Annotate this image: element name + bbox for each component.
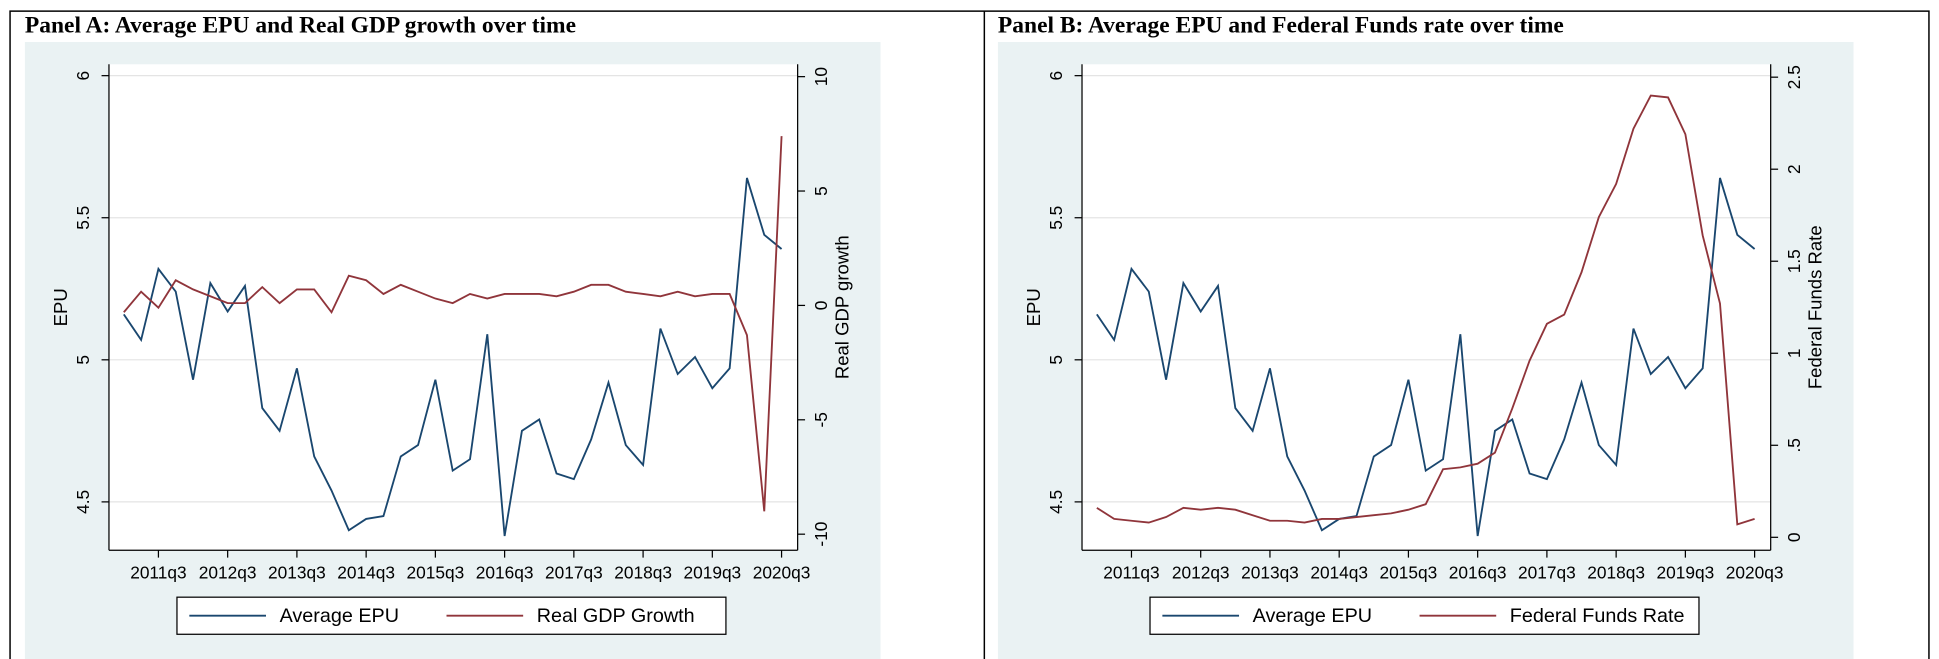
legend-label: Real GDP Growth [537,605,695,627]
x-tick-label: 2015q3 [407,562,465,582]
x-tick-label: 2013q3 [268,562,326,582]
y-tick-label: 6 [73,71,93,81]
y2-axis-title: Federal Funds Rate [1804,225,1825,389]
y2-tick-label: .5 [1784,438,1804,452]
y-axis-title: EPU [1023,288,1044,326]
y2-axis-title: Real GDP growth [831,235,852,379]
y-tick-label: 5 [1046,355,1066,365]
x-tick-label: 2014q3 [1310,562,1368,582]
y-tick-label: 5 [73,355,93,365]
panel: Panel A: Average EPU and Real GDP growth… [24,13,881,659]
x-tick-label: 2017q3 [545,562,603,582]
x-tick-label: 2019q3 [1657,562,1715,582]
y2-tick-label: 1 [1784,348,1804,358]
plot-area [108,64,798,551]
y2-tick-label: 0 [811,301,831,311]
y2-tick-label: 10 [811,67,831,86]
series-line [1096,177,1756,537]
x-tick-label: 2019q3 [683,562,741,582]
y-tick-label: 4.5 [1046,490,1066,514]
legend-label: Average EPU [280,605,399,627]
x-tick-label: 2012q3 [199,562,257,582]
panel: Panel B: Average EPU and Federal Funds r… [997,13,1854,659]
y2-tick-label: 2.5 [1784,65,1804,89]
y-tick-label: 5.5 [73,206,93,230]
chart-title: Panel B: Average EPU and Federal Funds r… [998,13,1564,39]
series-line [123,136,783,512]
plot-area [1082,64,1771,551]
x-tick-label: 2018q3 [614,562,672,582]
y2-tick-label: -5 [811,412,831,427]
y2-tick-label: -10 [811,522,831,547]
frame [9,10,1930,659]
legend-label: Federal Funds Rate [1510,605,1685,627]
y2-tick-label: 0 [1784,533,1804,543]
x-tick-label: 2017q3 [1518,562,1576,582]
y2-tick-label: 1.5 [1784,249,1804,273]
x-tick-label: 2015q3 [1380,562,1438,582]
x-tick-label: 2011q3 [1103,562,1159,582]
x-tick-label: 2013q3 [1241,562,1299,582]
x-tick-label: 2020q3 [753,562,811,582]
x-tick-label: 2018q3 [1587,562,1645,582]
y2-tick-label: 2 [1784,164,1804,174]
y-axis-title: EPU [50,288,71,326]
x-tick-label: 2016q3 [476,562,534,582]
y-tick-label: 6 [1046,71,1066,81]
x-tick-label: 2014q3 [337,562,395,582]
y-tick-label: 4.5 [73,490,93,514]
x-tick-label: 2020q3 [1726,562,1784,582]
y-tick-label: 5.5 [1046,206,1066,230]
chart-title: Panel A: Average EPU and Real GDP growth… [25,13,576,39]
y2-tick-label: 5 [811,186,831,196]
x-tick-label: 2016q3 [1449,562,1507,582]
x-tick-label: 2012q3 [1172,562,1230,582]
x-tick-label: 2011q3 [130,562,186,582]
legend-label: Average EPU [1253,605,1372,627]
series-line [1096,94,1755,526]
